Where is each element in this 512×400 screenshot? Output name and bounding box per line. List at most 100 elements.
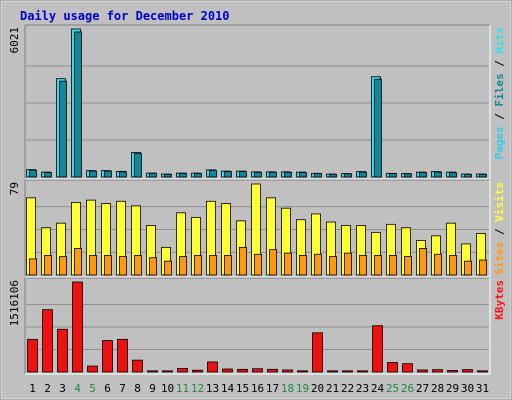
side-label-part: Files xyxy=(493,73,506,106)
bar-files xyxy=(329,173,337,178)
bar-files xyxy=(239,171,247,178)
bar-sites xyxy=(359,255,367,276)
x-tick-label: 4 xyxy=(74,382,81,395)
x-tick-label: 17 xyxy=(266,382,279,395)
x-tick-label: 26 xyxy=(401,382,414,395)
bar-kbytes xyxy=(177,368,188,373)
bar-sites xyxy=(29,258,37,276)
bar-files xyxy=(479,173,487,178)
side-label: KBytes xyxy=(493,280,506,320)
bar-sites xyxy=(254,253,262,276)
bar-files xyxy=(149,172,157,178)
x-tick-label: 31 xyxy=(476,382,489,395)
bar-files xyxy=(449,172,457,178)
bar-files xyxy=(344,173,352,178)
bar-sites xyxy=(404,256,412,276)
bar-files xyxy=(404,173,412,178)
bar-kbytes xyxy=(267,368,278,373)
bar-sites xyxy=(479,259,487,276)
x-axis-tick-labels: 1 2 3 4 5 6 7 8 9 10 11 12 13 14 15 16 17 18 19 20 21 22 23 24 2… xyxy=(29,382,489,395)
side-label-part: KBytes xyxy=(493,280,506,320)
x-tick-label: 29 xyxy=(446,382,459,395)
bar-files xyxy=(314,173,322,178)
panel-background xyxy=(25,25,490,179)
panel-pages-files-hits: 6021 Pages / Files / Hits xyxy=(8,24,506,180)
side-label-part: / xyxy=(493,222,506,242)
bar-kbytes xyxy=(432,369,443,373)
bar-files xyxy=(224,171,232,178)
bar-sites xyxy=(119,256,127,276)
x-tick-label: 13 xyxy=(206,382,219,395)
bar-kbytes xyxy=(402,363,413,373)
bar-kbytes xyxy=(162,370,173,373)
bar-kbytes xyxy=(282,369,293,373)
bar-sites xyxy=(269,249,277,276)
side-label-part: Pages xyxy=(493,126,506,159)
bar-sites xyxy=(194,255,202,276)
bar-sites xyxy=(104,255,112,276)
x-tick-label: 12 xyxy=(191,382,204,395)
bar-files xyxy=(374,78,382,178)
x-tick-label: 15 xyxy=(236,382,249,395)
bar-sites xyxy=(374,255,382,276)
bar-kbytes xyxy=(357,370,368,373)
bar-kbytes xyxy=(342,370,353,373)
bar-files xyxy=(299,172,307,178)
x-tick-label: 25 xyxy=(386,382,399,395)
bar-files xyxy=(164,173,172,178)
bar-files xyxy=(284,171,292,178)
bar-kbytes xyxy=(252,368,263,373)
x-tick-label: 3 xyxy=(59,382,66,395)
bar-files xyxy=(74,31,82,178)
bar-files xyxy=(59,80,67,178)
x-tick-label: 18 xyxy=(281,382,294,395)
x-tick-label: 5 xyxy=(89,382,96,395)
bar-kbytes xyxy=(72,281,83,373)
bar-sites xyxy=(164,260,172,276)
bar-sites xyxy=(299,255,307,276)
x-tick-label: 2 xyxy=(44,382,51,395)
x-tick-label: 30 xyxy=(461,382,474,395)
x-tick-label: 8 xyxy=(134,382,141,395)
side-label-part: Visits xyxy=(493,182,506,222)
bar-kbytes xyxy=(447,370,458,373)
bar-kbytes xyxy=(477,370,488,373)
x-tick-label: 1 xyxy=(29,382,36,395)
bar-sites xyxy=(74,248,82,276)
panel-sites-visits: 79 Sites / Visits xyxy=(8,179,506,278)
x-tick-label: 10 xyxy=(161,382,174,395)
x-tick-label: 20 xyxy=(311,382,324,395)
bar-files xyxy=(209,169,217,178)
bar-sites xyxy=(224,255,232,276)
bar-sites xyxy=(239,246,247,276)
bar-sites xyxy=(149,257,157,276)
x-tick-label: 14 xyxy=(221,382,235,395)
bar-sites xyxy=(44,255,52,276)
side-label-part: Sites xyxy=(493,242,506,275)
x-tick-label: 23 xyxy=(356,382,369,395)
bar-sites xyxy=(59,256,67,276)
bar-sites xyxy=(419,248,427,276)
bar-kbytes xyxy=(102,340,113,373)
bar-files xyxy=(134,153,142,178)
bar-kbytes xyxy=(192,369,203,373)
x-tick-label: 19 xyxy=(296,382,309,395)
bar-sites xyxy=(329,256,337,276)
x-tick-label: 6 xyxy=(104,382,111,395)
side-label: Sites / Visits xyxy=(493,182,506,275)
x-tick-label: 21 xyxy=(326,382,339,395)
bar-kbytes xyxy=(327,370,338,373)
chart-title: Daily usage for December 2010 xyxy=(20,9,230,23)
bar-kbytes xyxy=(462,369,473,373)
x-tick-label: 9 xyxy=(149,382,156,395)
bar-files xyxy=(194,172,202,178)
bar-files xyxy=(29,169,37,178)
bar-files xyxy=(434,171,442,178)
x-tick-label: 27 xyxy=(416,382,429,395)
bar-files xyxy=(269,171,277,178)
panel-kbytes: 1516106 KBytes xyxy=(8,277,506,375)
bar-kbytes xyxy=(237,368,248,373)
bar-kbytes xyxy=(312,332,323,373)
bar-sites xyxy=(344,252,352,276)
y-max-label: 79 xyxy=(8,182,21,195)
